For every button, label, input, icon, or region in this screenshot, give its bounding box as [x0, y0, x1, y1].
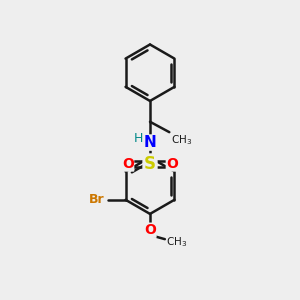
Text: S: S	[144, 155, 156, 173]
Text: Br: Br	[88, 193, 104, 206]
Text: O: O	[167, 157, 178, 171]
Text: O: O	[122, 157, 134, 171]
Text: N: N	[144, 135, 156, 150]
Text: CH$_3$: CH$_3$	[166, 235, 188, 249]
Text: H: H	[134, 132, 143, 145]
Text: O: O	[144, 223, 156, 237]
Text: CH$_3$: CH$_3$	[171, 134, 192, 148]
